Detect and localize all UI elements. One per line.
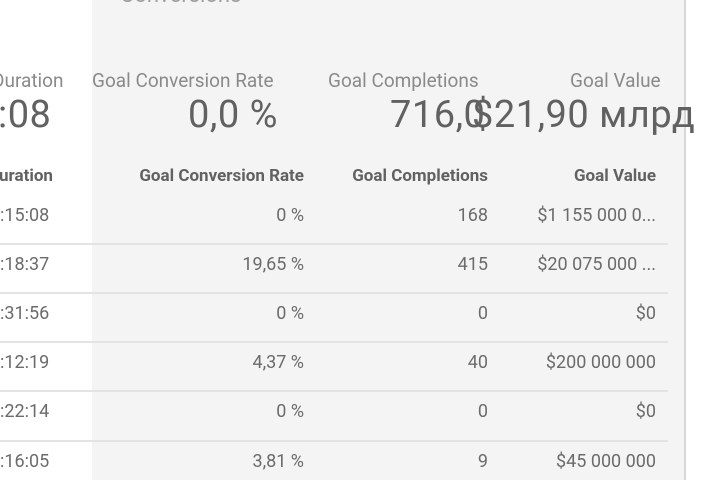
row-divider (0, 440, 668, 442)
column-header-goal-conversion-rate[interactable]: Goal Conversion Rate (139, 166, 304, 186)
panel-divider (684, 0, 686, 480)
column-header-goal-value[interactable]: Goal Value (573, 166, 656, 186)
conversions-panel-background (92, 0, 686, 480)
column-header-duration[interactable]: uration (0, 166, 53, 186)
row-divider (0, 292, 668, 294)
cell-goal-conversion-rate: 4,37 % (252, 352, 304, 373)
cell-goal-value: $0 (635, 303, 656, 324)
table-row: :15:08 0 % 168 $1 155 000 0... (0, 194, 668, 244)
table-row: :12:19 4,37 % 40 $200 000 000 (0, 341, 668, 391)
cell-goal-value: $0 (635, 401, 656, 422)
summary-goal-value-value: $21,90 млрд (472, 93, 696, 137)
cell-goal-value: $200 000 000 (545, 352, 656, 373)
cell-goal-completions: 0 (477, 401, 488, 422)
cell-duration: :12:19 (0, 352, 50, 373)
cell-goal-completions: 0 (477, 303, 488, 324)
cell-goal-completions: 168 (457, 205, 488, 226)
cell-goal-completions: 9 (477, 451, 488, 472)
summary-goal-value-label: Goal Value (570, 69, 661, 92)
cell-duration: :31:56 (0, 303, 50, 324)
conversions-section-title: Conversions (120, 0, 241, 8)
table-row: :22:14 0 % 0 $0 (0, 390, 668, 440)
table-row: :18:37 19,65 % 415 $20 075 000 ... (0, 243, 668, 293)
row-divider (0, 243, 668, 245)
row-divider (0, 341, 668, 343)
summary-goal-completions-label: Goal Completions (328, 69, 479, 92)
summary-duration-value: :08 (0, 93, 52, 137)
cell-goal-conversion-rate: 19,65 % (242, 254, 304, 275)
cell-goal-value: $1 155 000 0... (537, 205, 656, 226)
cell-goal-conversion-rate: 3,81 % (252, 451, 304, 472)
cell-duration: :18:37 (0, 254, 50, 275)
right-margin (686, 0, 720, 480)
cell-goal-completions: 40 (467, 352, 488, 373)
table-row: :16:05 3,81 % 9 $45 000 000 (0, 440, 668, 490)
column-header-goal-completions[interactable]: Goal Completions (352, 166, 488, 186)
summary-duration-label: Duration (0, 69, 64, 92)
cell-goal-value: $20 075 000 ... (537, 254, 656, 275)
cell-duration: :22:14 (0, 401, 50, 422)
summary-goal-conversion-rate-value: 0,0 % (188, 93, 278, 137)
cell-goal-value: $45 000 000 (556, 451, 656, 472)
cell-goal-conversion-rate: 0 % (276, 205, 304, 226)
cell-goal-conversion-rate: 0 % (276, 303, 304, 324)
cell-duration: :16:05 (0, 451, 50, 472)
table-row: :31:56 0 % 0 $0 (0, 292, 668, 342)
summary-goal-conversion-rate-label: Goal Conversion Rate (92, 69, 274, 92)
cell-goal-conversion-rate: 0 % (276, 401, 304, 422)
cell-duration: :15:08 (0, 205, 50, 226)
cell-goal-completions: 415 (457, 254, 488, 275)
summary-goal-completions-value: 716,0 (390, 93, 486, 137)
row-divider (0, 390, 668, 392)
